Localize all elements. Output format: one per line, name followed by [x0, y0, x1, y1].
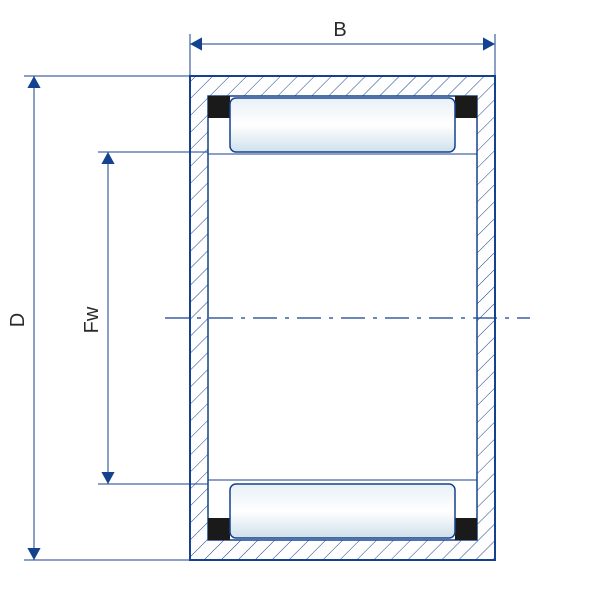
bottom-roller-block — [208, 480, 477, 540]
dim-B: B — [190, 18, 495, 76]
label-B: B — [333, 19, 346, 41]
bearing-cross-section-diagram: B D Fw — [0, 0, 600, 600]
top-roller-block — [208, 96, 477, 154]
label-Fw: Fw — [81, 306, 103, 333]
label-D: D — [7, 313, 29, 327]
